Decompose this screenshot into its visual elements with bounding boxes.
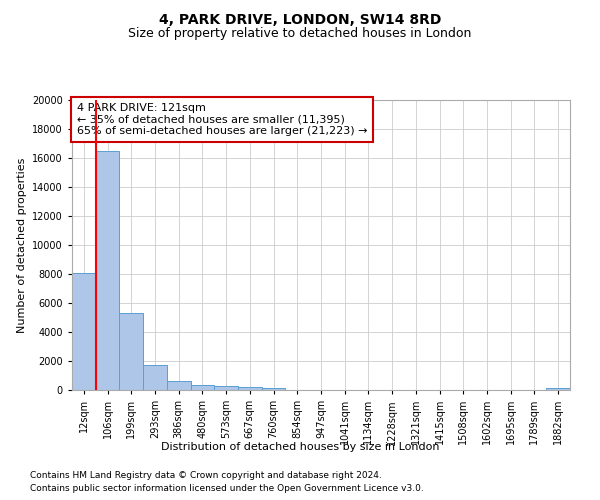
Text: Distribution of detached houses by size in London: Distribution of detached houses by size … [161,442,439,452]
Bar [72,272,96,390]
Bar [191,385,214,390]
Bar [546,388,570,390]
Text: Contains HM Land Registry data © Crown copyright and database right 2024.: Contains HM Land Registry data © Crown c… [30,470,382,480]
Bar [143,364,167,390]
Bar [96,151,119,390]
Bar [167,380,191,390]
Text: Size of property relative to detached houses in London: Size of property relative to detached ho… [128,28,472,40]
Y-axis label: Number of detached properties: Number of detached properties [17,158,26,332]
Bar [214,386,238,390]
Bar [262,388,286,390]
Text: Contains public sector information licensed under the Open Government Licence v3: Contains public sector information licen… [30,484,424,493]
Text: 4 PARK DRIVE: 121sqm
← 35% of detached houses are smaller (11,395)
65% of semi-d: 4 PARK DRIVE: 121sqm ← 35% of detached h… [77,103,367,136]
Text: 4, PARK DRIVE, LONDON, SW14 8RD: 4, PARK DRIVE, LONDON, SW14 8RD [159,12,441,26]
Bar [238,387,262,390]
Bar [119,313,143,390]
